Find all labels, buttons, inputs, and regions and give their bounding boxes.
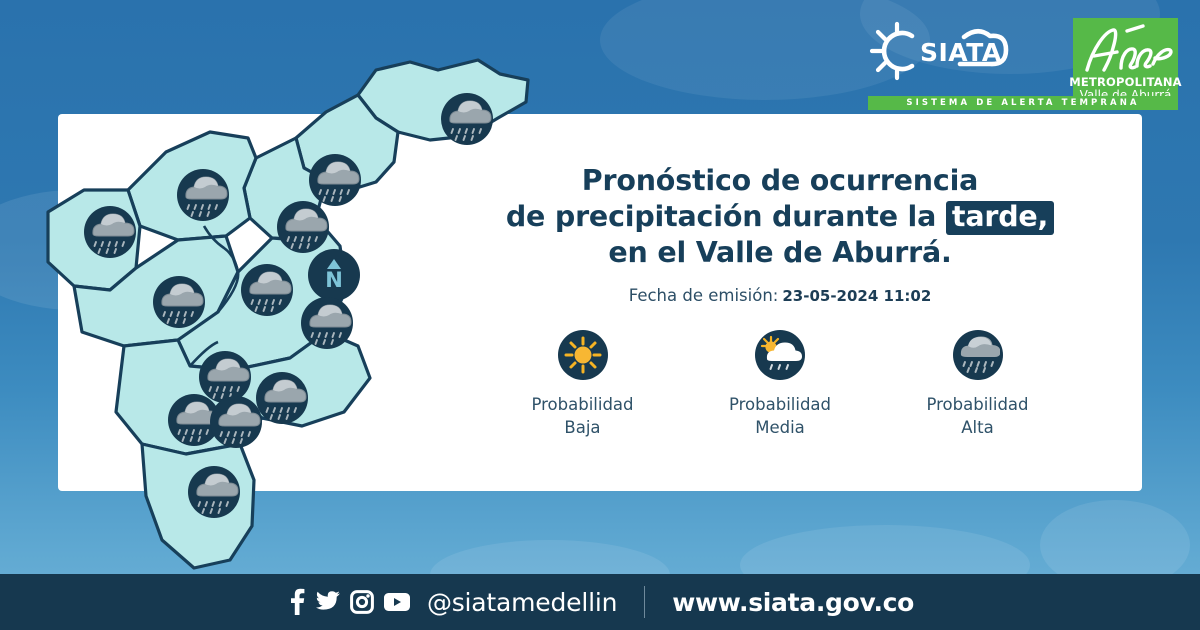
logo-group: SIATA METROPOLITANA Valle de Aburrá SIST… (868, 18, 1182, 110)
probability-legend: Probabilidad Baja (490, 330, 1070, 439)
area-line1: METROPOLITANA (1069, 75, 1182, 89)
title-line-1: Pronóstico de ocurrencia (581, 164, 979, 197)
legend-label-alta-line1: Probabilidad (926, 395, 1029, 414)
title-line-3: en el Valle de Aburrá. (608, 236, 952, 269)
title-line-2: de precipitación durante la tarde, (470, 199, 1090, 235)
siata-logo: SIATA (868, 20, 1033, 86)
legend-badge-media (755, 330, 805, 380)
facebook-icon[interactable] (286, 588, 306, 616)
website-url[interactable]: www.siata.gov.co (672, 587, 915, 617)
legend-label-alta-line2: Alta (961, 418, 994, 437)
youtube-icon[interactable] (383, 591, 411, 613)
sun-icon (564, 336, 601, 374)
footer-divider (644, 586, 646, 618)
legend-badge-alta (952, 330, 1003, 380)
sun-cloud-rain-icon (760, 335, 802, 370)
legend-item-media: Probabilidad Media (688, 330, 873, 439)
legend-item-alta: Probabilidad Alta (885, 330, 1070, 439)
social-icon-group (286, 588, 411, 616)
legend-label-baja-line1: Probabilidad (531, 395, 634, 414)
legend-label-media-line1: Probabilidad (728, 395, 832, 414)
emission-date-label: Fecha de emisión: (628, 286, 779, 305)
legend-label-baja: Probabilidad Baja (531, 393, 633, 439)
instagram-icon[interactable] (350, 590, 374, 614)
twitter-icon[interactable] (315, 590, 341, 614)
siata-wordmark: SIATA (920, 38, 1002, 67)
area-metropolitana-logo: METROPOLITANA Valle de Aburrá (1069, 18, 1182, 106)
social-handle[interactable]: @siatamedellin (426, 587, 618, 617)
legend-label-media-line2: Media (755, 418, 805, 437)
emission-date-value: 23-05-2024 11:02 (782, 287, 932, 305)
legend-label-baja-line2: Baja (564, 418, 601, 437)
emission-date: Fecha de emisión: 23-05-2024 11:02 (470, 286, 1090, 305)
title-highlight-tarde: tarde, (945, 201, 1055, 235)
page-title: Pronóstico de ocurrencia de precipitació… (470, 163, 1090, 271)
footer-bar: @siatamedellin www.siata.gov.co (0, 574, 1200, 630)
legend-badge-baja (557, 330, 608, 380)
legend-item-baja: Probabilidad Baja (490, 330, 675, 439)
siata-tagline: SISTEMA DE ALERTA TEMPRANA (868, 96, 1178, 110)
title-line-2-text: de precipitación durante la (505, 200, 937, 233)
area-script-icon (1085, 24, 1173, 72)
cloud-rain-icon (960, 336, 1000, 373)
legend-label-media: Probabilidad Media (729, 393, 831, 439)
legend-label-alta: Probabilidad Alta (926, 393, 1028, 439)
